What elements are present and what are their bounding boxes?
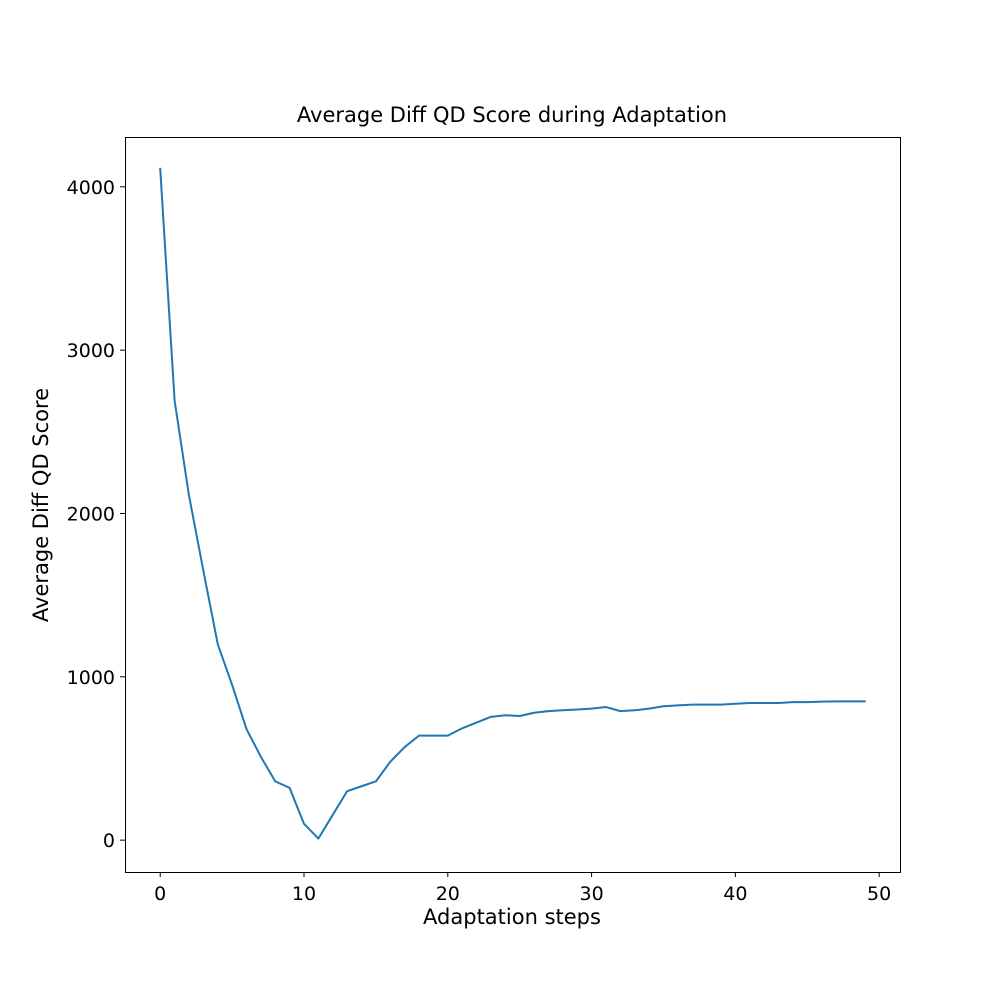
y-tick-label: 2000	[67, 503, 115, 525]
x-tick-label: 0	[154, 883, 166, 905]
y-tick-label: 1000	[67, 667, 115, 689]
series-line	[159, 167, 866, 840]
x-tick-label: 10	[292, 883, 316, 905]
x-tick-label: 20	[436, 883, 460, 905]
y-axis-label: Average Diff QD Score	[29, 388, 53, 622]
chart-title: Average Diff QD Score during Adaptation	[297, 103, 727, 127]
plot-area: 0 10 20 30 40 50 0 1000 2000 3000 4000	[67, 137, 901, 905]
x-tick-label: 40	[723, 883, 747, 905]
y-tick-label: 3000	[67, 340, 115, 362]
y-tick-label: 0	[103, 830, 115, 852]
series-layer	[159, 167, 866, 840]
x-axis-label: Adaptation steps	[423, 905, 601, 929]
x-tick-label: 50	[867, 883, 891, 905]
plot-frame	[125, 137, 901, 873]
x-tick-label: 30	[579, 883, 603, 905]
x-axis: 0 10 20 30 40 50	[154, 872, 891, 905]
y-axis: 0 1000 2000 3000 4000	[67, 177, 125, 852]
y-tick-label: 4000	[67, 177, 115, 199]
